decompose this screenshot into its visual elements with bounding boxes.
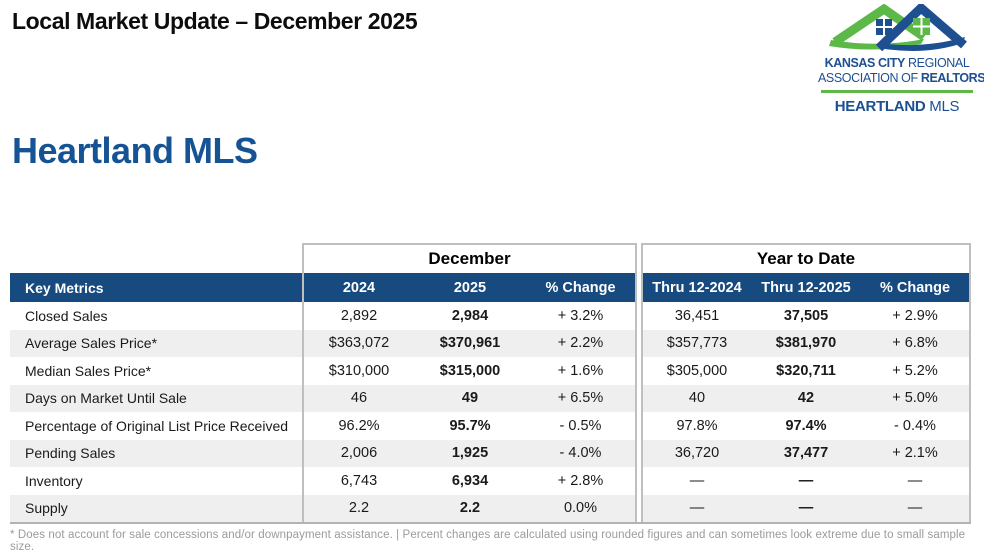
table-cell: 95.7% bbox=[449, 417, 491, 434]
table-cell: 46 bbox=[302, 384, 414, 412]
table-cell: — bbox=[798, 500, 814, 517]
table-cell: - 0.5% bbox=[526, 412, 637, 440]
table-row: Closed Sales 2,892 2,984 + 3.2% 36,451 3… bbox=[10, 302, 971, 330]
table-cell: + 2.8% bbox=[526, 467, 637, 495]
column-gap bbox=[637, 439, 641, 467]
header-key-metrics: Key Metrics bbox=[10, 273, 302, 302]
table-cell: 2,892 bbox=[302, 302, 414, 330]
table-row: Percentage of Original List Price Receiv… bbox=[10, 412, 971, 440]
table-cell: 2,984 bbox=[451, 307, 489, 324]
table-cell: + 1.6% bbox=[526, 357, 637, 385]
region-heading: Heartland MLS bbox=[12, 130, 258, 171]
table-cell: $310,000 bbox=[302, 357, 414, 385]
table-cell: 6,743 bbox=[302, 467, 414, 495]
metric-label: Closed Sales bbox=[25, 307, 108, 324]
table-row: Inventory 6,743 6,934 + 2.8% — — — bbox=[10, 467, 971, 495]
table-cell: 97.8% bbox=[641, 412, 751, 440]
table-cell: - 0.4% bbox=[861, 412, 971, 440]
houses-logo-icon bbox=[829, 4, 967, 52]
table-cell: + 3.2% bbox=[526, 302, 637, 330]
header-ytd-2025: Thru 12-2025 bbox=[751, 273, 861, 302]
table-cell: 1,925 bbox=[451, 445, 489, 462]
table-cell: + 5.2% bbox=[861, 357, 971, 385]
header-ytd-2024: Thru 12-2024 bbox=[641, 273, 751, 302]
table-cell: + 2.1% bbox=[861, 439, 971, 467]
table-cell: 37,505 bbox=[783, 307, 829, 324]
column-gap bbox=[637, 302, 641, 330]
table-row: Average Sales Price* $363,072 $370,961 +… bbox=[10, 329, 971, 357]
group-header-december: December bbox=[302, 243, 637, 273]
group-header-ytd: Year to Date bbox=[641, 243, 971, 273]
metric-label: Inventory bbox=[25, 472, 83, 489]
table-cell: $320,711 bbox=[776, 362, 836, 379]
table-cell: 42 bbox=[797, 390, 815, 407]
table-cell: $315,000 bbox=[439, 362, 501, 379]
table-cell: 36,720 bbox=[641, 439, 751, 467]
table-row: Days on Market Until Sale 46 49 + 6.5% 4… bbox=[10, 384, 971, 412]
header-dec-change: % Change bbox=[526, 273, 637, 302]
metric-label: Average Sales Price* bbox=[25, 335, 158, 352]
table-cell: — bbox=[798, 472, 814, 489]
column-gap bbox=[637, 412, 641, 440]
table-cell: — bbox=[861, 494, 971, 522]
table-row: Supply 2.2 2.2 0.0% — — — bbox=[10, 494, 971, 524]
column-header-row: Key Metrics 2024 2025 % Change Thru 12-2… bbox=[10, 273, 971, 302]
table-cell: — bbox=[641, 467, 751, 495]
table-cell: + 6.8% bbox=[861, 329, 971, 357]
table-cell: + 5.0% bbox=[861, 384, 971, 412]
table-cell: 6,934 bbox=[451, 472, 489, 489]
table-row: Median Sales Price* $310,000 $315,000 + … bbox=[10, 357, 971, 385]
header-ytd-change: % Change bbox=[861, 273, 971, 302]
table-cell: 2,006 bbox=[302, 439, 414, 467]
column-gap bbox=[637, 329, 641, 357]
table-cell: — bbox=[861, 467, 971, 495]
column-gap bbox=[637, 494, 641, 522]
table-cell: 49 bbox=[461, 390, 479, 407]
column-gap bbox=[637, 467, 641, 495]
table-row: Pending Sales 2,006 1,925 - 4.0% 36,720 … bbox=[10, 439, 971, 467]
header-dec-2024: 2024 bbox=[302, 273, 414, 302]
table-cell: 40 bbox=[641, 384, 751, 412]
table-cell: + 2.9% bbox=[861, 302, 971, 330]
metric-label: Supply bbox=[25, 500, 68, 517]
table-cell: $381,970 bbox=[775, 335, 837, 352]
column-gap bbox=[637, 384, 641, 412]
table-cell: 0.0% bbox=[526, 494, 637, 522]
metrics-table: December Year to Date Key Metrics 2024 2… bbox=[10, 243, 971, 524]
green-divider bbox=[821, 90, 973, 94]
table-cell: $357,773 bbox=[641, 329, 751, 357]
table-cell: 36,451 bbox=[641, 302, 751, 330]
metric-label: Pending Sales bbox=[25, 445, 116, 462]
metric-label: Median Sales Price* bbox=[25, 362, 152, 379]
logo-brand: HEARTLAND MLS bbox=[834, 98, 960, 116]
column-gap bbox=[637, 273, 641, 302]
group-header-row: December Year to Date bbox=[10, 243, 971, 273]
table-cell: $305,000 bbox=[641, 357, 751, 385]
column-gap bbox=[637, 243, 641, 273]
kcrar-logo: KANSAS CITY REGIONAL ASSOCIATION OF REAL… bbox=[818, 4, 984, 116]
metric-label: Percentage of Original List Price Receiv… bbox=[25, 417, 289, 434]
logo-org-line1: KANSAS CITY REGIONAL bbox=[824, 56, 970, 70]
table-cell: + 6.5% bbox=[526, 384, 637, 412]
table-cell: 97.4% bbox=[785, 417, 827, 434]
logo-org-line2: ASSOCIATION OF REALTORS® bbox=[818, 71, 984, 86]
table-cell: 2.2 bbox=[302, 494, 414, 522]
table-cell: 37,477 bbox=[783, 445, 829, 462]
header-dec-2025: 2025 bbox=[414, 273, 526, 302]
table-cell: $363,072 bbox=[302, 329, 414, 357]
column-gap bbox=[637, 357, 641, 385]
page-title: Local Market Update – December 2025 bbox=[12, 8, 418, 34]
table-cell: - 4.0% bbox=[526, 439, 637, 467]
metric-label: Days on Market Until Sale bbox=[25, 390, 187, 407]
table-cell: $370,961 bbox=[439, 335, 501, 352]
table-cell: — bbox=[641, 494, 751, 522]
table-cell: + 2.2% bbox=[526, 329, 637, 357]
footnote: * Does not account for sale concessions … bbox=[10, 529, 966, 553]
table-cell: 96.2% bbox=[302, 412, 414, 440]
table-cell: 2.2 bbox=[459, 500, 481, 517]
